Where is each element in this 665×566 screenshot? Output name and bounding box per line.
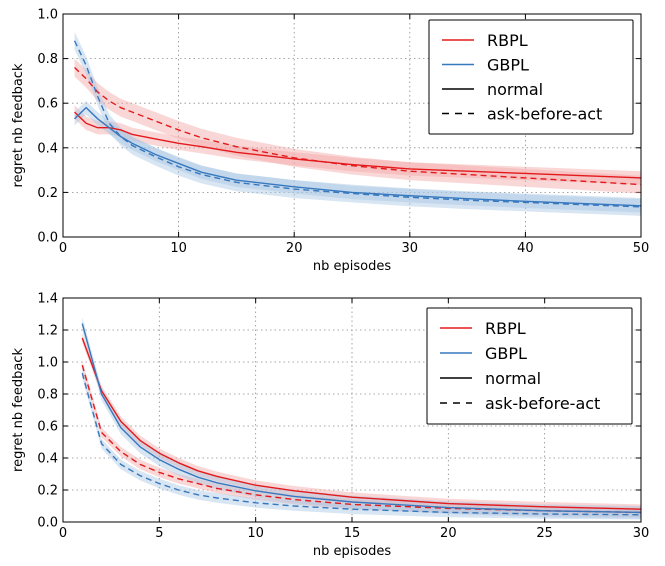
x-axis-label: nb episodes bbox=[313, 544, 391, 559]
x-tick-label: 30 bbox=[402, 241, 419, 256]
legend-label: RBPL bbox=[487, 31, 528, 50]
x-axis-label: nb episodes bbox=[313, 259, 391, 274]
series-line-rbpl-solid bbox=[81, 337, 641, 510]
x-tick-label: 15 bbox=[344, 526, 361, 541]
chart-panel-1: 0 10 20 30 40 50 0.0 0.2 0.4 0.6 0.8 1.0 nb episodes… bbox=[11, 8, 649, 275]
y-tick-label: 0.4 bbox=[37, 452, 58, 467]
plot-area bbox=[81, 317, 641, 520]
chart-panel-2: 0 5 10 15 20 25 30 0.0 0.2 0.4 0.6 0.8 1.0 1.2 1.4 nb e… bbox=[11, 292, 649, 560]
y-tick-label: 0.6 bbox=[37, 420, 58, 435]
x-tick-label: 20 bbox=[286, 241, 303, 256]
y-tick-label: 1.0 bbox=[37, 356, 58, 371]
y-axis-label: regret nb feedback bbox=[11, 63, 26, 187]
x-tick-label: 10 bbox=[170, 241, 187, 256]
series-line-rbpl-dashed bbox=[81, 365, 641, 514]
plot-area bbox=[73, 31, 641, 216]
legend-label: ask-before-act bbox=[485, 394, 600, 413]
series-line-gbpl-solid bbox=[74, 106, 641, 207]
x-tick-label: 0 bbox=[59, 526, 67, 541]
y-tick-label: 0.0 bbox=[37, 516, 58, 531]
x-tick-label: 10 bbox=[247, 526, 264, 541]
x-tick-label: 20 bbox=[440, 526, 457, 541]
series-band-gbpl-dashed bbox=[74, 31, 641, 216]
x-tick-label: 30 bbox=[633, 526, 650, 541]
series-line-rbpl-dashed bbox=[74, 67, 641, 186]
x-tick-label: 25 bbox=[536, 526, 553, 541]
y-tick-label: 1.4 bbox=[37, 292, 58, 307]
y-tick-label: 1.0 bbox=[37, 8, 58, 23]
legend: RBPL GBPL normal ask-before-act bbox=[426, 307, 633, 425]
legend-label: ask-before-act bbox=[487, 105, 602, 124]
y-tick-label: 0.4 bbox=[37, 141, 58, 156]
legend-label: GBPL bbox=[485, 344, 527, 363]
legend: RBPL GBPL normal ask-before-act bbox=[428, 19, 634, 135]
y-tick-label: 0.2 bbox=[37, 484, 58, 499]
legend-label: GBPL bbox=[487, 56, 529, 75]
x-tick-label: 50 bbox=[633, 241, 650, 256]
legend-box bbox=[426, 307, 633, 425]
x-tick-label: 0 bbox=[59, 241, 67, 256]
x-tick-label: 5 bbox=[155, 526, 163, 541]
y-tick-label: 0.2 bbox=[37, 186, 58, 201]
plot-frame bbox=[62, 297, 642, 523]
series-line-rbpl-solid bbox=[74, 111, 641, 179]
y-tick-label: 0.0 bbox=[37, 231, 58, 246]
y-tick-label: 0.8 bbox=[37, 388, 58, 403]
x-tick-label: 40 bbox=[517, 241, 534, 256]
series-band-gbpl-solid bbox=[74, 100, 641, 213]
y-axis-label: regret nb feedback bbox=[11, 348, 26, 472]
y-tick-label: 0.6 bbox=[37, 97, 58, 112]
legend-label: RBPL bbox=[485, 319, 526, 338]
y-tick-label: 1.2 bbox=[37, 324, 58, 339]
series-band-rbpl-dashed bbox=[74, 58, 641, 194]
series-line-gbpl-dashed bbox=[73, 40, 641, 208]
legend-box bbox=[428, 19, 634, 135]
y-tick-label: 0.8 bbox=[37, 52, 58, 67]
plot-frame bbox=[62, 13, 642, 238]
legend-label: normal bbox=[485, 369, 541, 388]
legend-label: normal bbox=[487, 80, 543, 99]
series-line-gbpl-dashed bbox=[81, 373, 641, 516]
series-line-gbpl-solid bbox=[81, 323, 641, 514]
